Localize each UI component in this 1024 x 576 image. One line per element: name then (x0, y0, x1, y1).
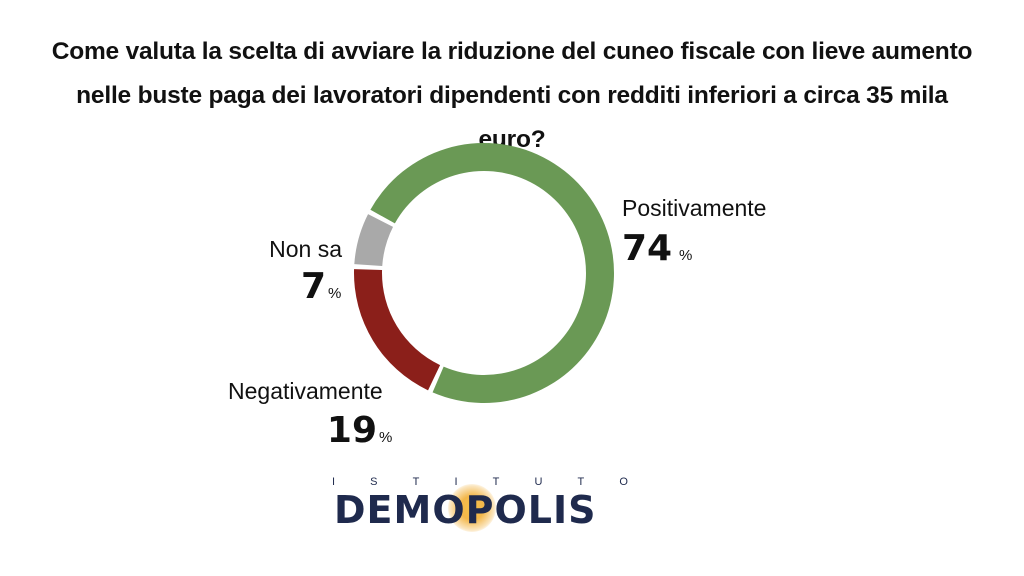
logo-wordmark: DEMOPOLIS (334, 488, 597, 532)
logo-letter: T (577, 476, 585, 488)
logo-letter: I (454, 476, 458, 488)
slice-label-negativamente: Negativamente 19 % (228, 378, 392, 451)
logo-letter: T (492, 476, 500, 488)
donut-slices (354, 143, 614, 404)
label-positivamente-name: Positivamente (622, 195, 766, 221)
logo-letter: O (619, 476, 628, 488)
logo-letter: T (412, 476, 420, 488)
title-line-2: nelle buste paga dei lavoratori dipenden… (76, 82, 948, 153)
label-non-sa-value: 7 (301, 266, 326, 307)
title-line-1: Come valuta la scelta di avviare la ridu… (51, 38, 973, 65)
label-negativamente-value: 19 (327, 410, 377, 451)
slice-label-non-sa: Non sa 7 % (269, 236, 342, 307)
slice-label-positivamente: Positivamente 74 % (622, 195, 766, 269)
logo-letter: U (534, 476, 543, 488)
logo-letter: S (370, 476, 378, 488)
label-positivamente-unit: % (679, 247, 692, 264)
label-positivamente-value: 74 (622, 228, 672, 269)
label-negativamente-name: Negativamente (228, 378, 383, 404)
logo-tagline: I S T I T U T O (332, 476, 628, 488)
donut-slice-negativamente (354, 269, 441, 391)
sun-icon (448, 484, 496, 532)
logo-letter: I (332, 476, 336, 488)
label-non-sa-name: Non sa (269, 236, 342, 262)
label-negativamente-unit: % (379, 429, 392, 446)
chart-title: Come valuta la scelta di avviare la ridu… (40, 30, 984, 162)
label-non-sa-unit: % (328, 285, 341, 302)
demopolis-logo: I S T I T U T O DEMOPOLIS (320, 470, 640, 540)
donut-slice-non-sa (354, 214, 394, 267)
